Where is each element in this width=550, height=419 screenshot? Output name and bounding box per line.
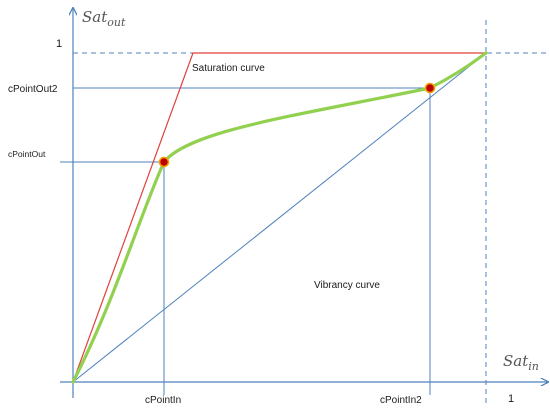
saturation-curve: [72, 52, 486, 383]
y-axis-title: Satout: [82, 8, 126, 29]
cpoint-in-label: cPointIn: [145, 395, 181, 406]
cpoint-in2-label: cPointIn2: [380, 395, 422, 406]
cpoint-out2-label: cPointOut2: [8, 84, 58, 95]
vibrancy-curve-label: Vibrancy curve: [314, 280, 380, 291]
saturation-curve-label: Saturation curve: [192, 63, 265, 74]
y-tick-one: 1: [56, 38, 62, 50]
cpoint-marker-2: [424, 82, 436, 94]
cpoint-out-label: cPointOut: [8, 149, 46, 159]
vibrancy-curve: [71, 51, 488, 384]
cpoint-marker-1: [158, 156, 170, 168]
x-tick-one: 1: [508, 393, 514, 405]
identity-diagonal: [72, 52, 487, 383]
x-axis-title: Satin: [503, 352, 539, 373]
